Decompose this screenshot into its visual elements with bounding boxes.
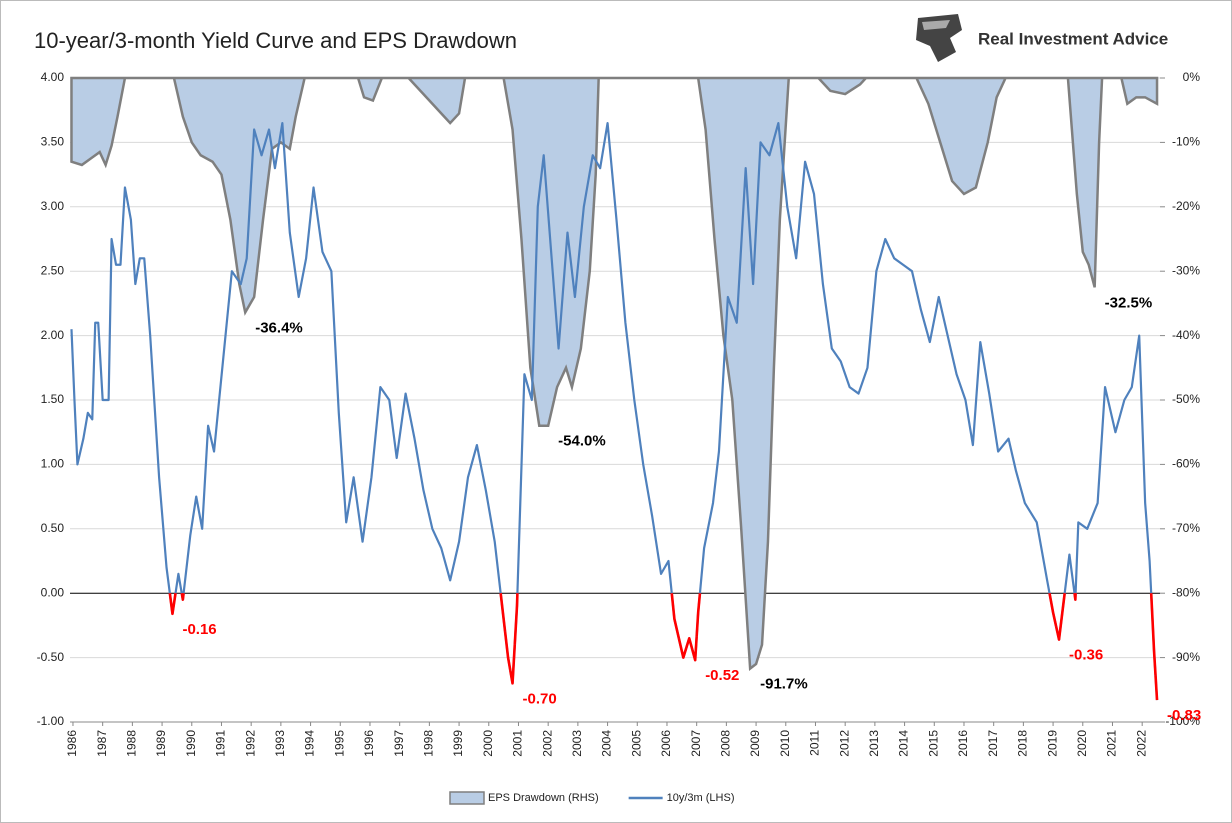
negative-segment: [1048, 592, 1058, 627]
y2-tick-label: 0%: [1183, 70, 1201, 84]
x-tick-label: 2003: [570, 730, 584, 757]
y2-tick-label: -30%: [1172, 263, 1200, 277]
y2-tick-label: -50%: [1172, 392, 1200, 406]
y2-tick-label: -40%: [1172, 328, 1200, 342]
negative-segment: [513, 593, 519, 645]
y-tick-label: 3.00: [41, 199, 65, 213]
logo-icon-detail: [922, 20, 950, 30]
x-tick-label: 1986: [65, 730, 79, 757]
annotation: -0.36: [1069, 647, 1103, 664]
area: [70, 76, 1159, 671]
x-tick-label: 1987: [95, 730, 109, 757]
y-tick-label: -0.50: [37, 650, 65, 664]
y2-tick-label: -90%: [1172, 650, 1200, 664]
x-tick-label: 2018: [1016, 730, 1030, 757]
logo: [916, 14, 962, 62]
x-tick-label: 1994: [303, 730, 317, 757]
annotation: -32.5%: [1105, 294, 1153, 311]
chart-title: 10-year/3-month Yield Curve and EPS Draw…: [34, 28, 517, 53]
legend-label: EPS Drawdown (RHS): [488, 792, 599, 804]
x-tick-label: 2009: [748, 730, 762, 757]
x-tick-label: 1988: [125, 730, 139, 757]
negative-segment: [695, 593, 702, 637]
y2-tick-label: -10%: [1172, 135, 1200, 149]
source: Real Investment Advice: [978, 29, 1168, 48]
x-tick-label: 2007: [689, 730, 703, 757]
annotation: -91.7%: [760, 676, 808, 693]
x-tick-label: 1998: [422, 730, 436, 757]
line: [70, 121, 1159, 701]
negative-segment: [670, 593, 681, 639]
annotation: -36.4%: [255, 319, 303, 336]
annotation: -0.52: [705, 667, 739, 684]
x-tick-label: 1999: [451, 730, 465, 757]
negative-segment: [690, 636, 698, 662]
negative-segment: [677, 637, 688, 659]
y-tick-label: -1.00: [37, 714, 65, 728]
annotation: -0.83: [1167, 707, 1201, 724]
x-tick-label: 2002: [540, 730, 554, 757]
y2-tick-label: -100%: [1165, 714, 1200, 728]
x-tick-label: 1992: [243, 730, 257, 757]
x-tick-label: 2021: [1105, 730, 1119, 757]
x-tick-label: 1995: [332, 730, 346, 757]
negative-segment: [1154, 675, 1159, 701]
y2-tick-label: -80%: [1172, 585, 1200, 599]
x-tick-label: 2016: [956, 730, 970, 757]
y-tick-label: 0.50: [41, 521, 65, 535]
x-tick-label: 2008: [719, 730, 733, 757]
y-tick-label: 3.50: [41, 135, 65, 149]
x-tick-label: 2012: [837, 730, 851, 757]
y-tick-label: 4.00: [41, 70, 65, 84]
y-tick-label: 0.00: [41, 585, 65, 599]
y-tick-label: 2.50: [41, 263, 65, 277]
x-tick-label: 2001: [511, 730, 525, 757]
x-tick-label: 1991: [214, 730, 228, 757]
negative-segment: [1054, 593, 1066, 641]
annotation: -0.70: [523, 690, 557, 707]
y2-tick-label: -60%: [1172, 457, 1200, 471]
legend-swatch: [449, 791, 485, 805]
x-tick-label: 2014: [897, 730, 911, 757]
x-tick-label: 2010: [778, 730, 792, 757]
x-tick-label: 2013: [867, 730, 881, 757]
x-tick-label: 2017: [986, 730, 1000, 757]
annotation: -54.0%: [558, 433, 606, 450]
y-tick-label: 1.50: [41, 392, 65, 406]
x-tick-label: 2019: [1045, 730, 1059, 757]
x-tick-label: 2015: [926, 730, 940, 757]
negative-segment: [499, 593, 507, 632]
x-tick-label: 1993: [273, 730, 287, 757]
negative-segment: [1149, 593, 1157, 676]
negative-segment: [509, 644, 517, 685]
y-tick-label: 1.00: [41, 457, 65, 471]
negative-segment: [168, 593, 177, 616]
x-tick-label: 2022: [1134, 730, 1148, 757]
x-tick-label: 1990: [184, 730, 198, 757]
y-tick-label: 2.00: [41, 328, 65, 342]
x-tick-label: 2005: [629, 730, 643, 757]
negative-segment: [180, 592, 185, 601]
x-tick-label: 2020: [1075, 730, 1089, 757]
x-tick-label: 1997: [392, 730, 406, 757]
x-tick-label: 1996: [362, 730, 376, 757]
x-tick-label: 2000: [481, 730, 495, 757]
x-tick-label: 2004: [600, 730, 614, 757]
negative-segment: [685, 636, 694, 650]
legend-label: 10y/3m (LHS): [667, 792, 735, 804]
y2-tick-label: -70%: [1172, 521, 1200, 535]
x-tick-label: 2011: [808, 730, 822, 756]
y2-tick-label: -20%: [1172, 199, 1200, 213]
x-tick-label: 2006: [659, 730, 673, 757]
negative-segment: [503, 631, 512, 671]
annotation: -0.16: [182, 621, 216, 638]
x-tick-label: 1989: [154, 730, 168, 757]
negative-segment: [1073, 593, 1077, 601]
